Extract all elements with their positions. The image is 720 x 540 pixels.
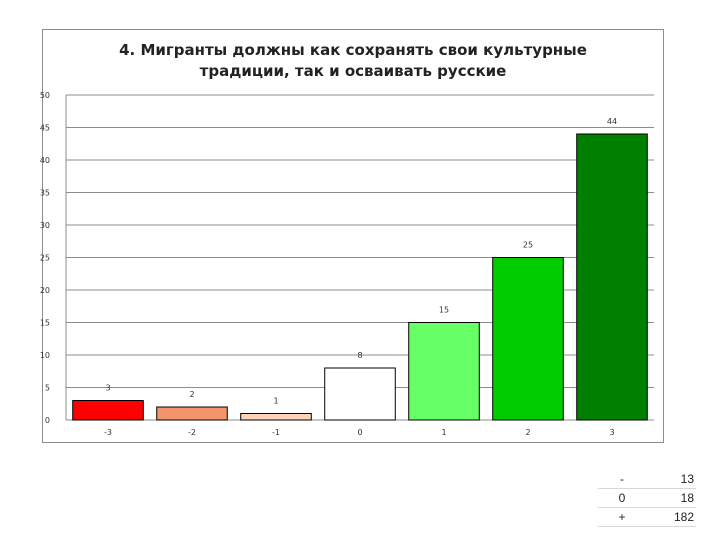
y-tick-label: 10	[40, 351, 50, 360]
x-tick-label: 3	[609, 428, 614, 437]
bar	[492, 257, 564, 421]
data-label: 2	[189, 390, 194, 399]
y-tick-label: 15	[40, 319, 50, 328]
y-tick-label: 30	[40, 221, 50, 230]
y-tick-label: 35	[40, 189, 50, 198]
bar	[408, 322, 480, 421]
y-tick-label: 50	[40, 91, 50, 100]
summary-value: 182	[646, 507, 696, 527]
data-label: 15	[439, 306, 449, 315]
y-tick-label: 25	[40, 254, 50, 263]
x-tick-label: -3	[104, 428, 112, 437]
data-label: 25	[523, 241, 533, 250]
summary-label: 0	[598, 488, 646, 508]
data-label: 3	[105, 384, 110, 393]
y-tick-label: 40	[40, 156, 50, 165]
chart-title: 4. Мигранты должны как сохранять свои ку…	[119, 41, 587, 80]
data-label: 1	[273, 397, 278, 406]
x-tick-label: 2	[525, 428, 530, 437]
x-tick-label: 0	[357, 428, 362, 437]
y-tick-label: 45	[40, 124, 50, 133]
data-label: 44	[607, 117, 617, 126]
summary-value: 13	[646, 470, 696, 489]
x-tick-label: 1	[441, 428, 446, 437]
summary-label: +	[598, 507, 646, 527]
summary-row-zero: 0 18	[598, 488, 696, 508]
y-tick-label: 20	[40, 286, 50, 295]
summary-row-plus: + 182	[598, 507, 696, 527]
bar	[156, 406, 228, 421]
summary-table: - 13 0 18 + 182	[598, 470, 696, 527]
bar	[240, 413, 312, 421]
x-tick-label: -2	[188, 428, 196, 437]
bar	[576, 133, 648, 421]
bar	[72, 400, 144, 421]
y-tick-label: 5	[45, 384, 50, 393]
data-label: 8	[357, 351, 362, 360]
summary-label: -	[598, 470, 646, 489]
summary-row-minus: - 13	[598, 470, 696, 489]
x-tick-label: -1	[272, 428, 280, 437]
bar	[324, 367, 396, 421]
summary-value: 18	[646, 488, 696, 508]
y-tick-label: 0	[45, 416, 50, 425]
